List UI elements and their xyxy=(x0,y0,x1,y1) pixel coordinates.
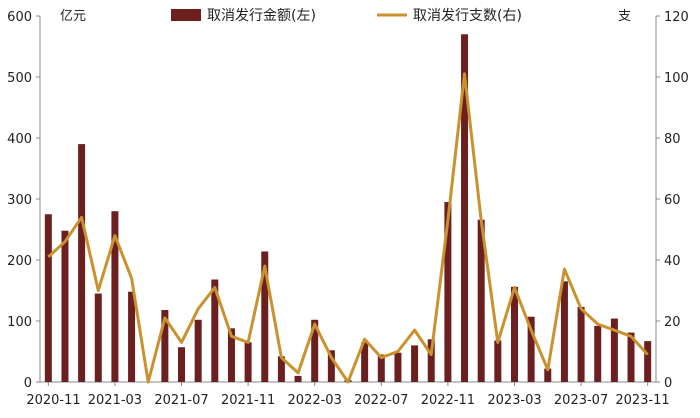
bar xyxy=(161,310,169,382)
x-tick-label: 2023-03 xyxy=(487,393,541,408)
line-path xyxy=(47,72,649,384)
right-tick-label: 100 xyxy=(664,71,689,86)
bar xyxy=(477,219,485,382)
bar xyxy=(627,332,635,382)
legend-label-bar: 取消发行金额(左) xyxy=(207,8,316,24)
bar xyxy=(610,318,618,382)
bar xyxy=(261,251,269,382)
bar xyxy=(494,340,502,382)
left-tick-label: 400 xyxy=(7,132,32,147)
bar xyxy=(311,319,319,382)
bar xyxy=(78,144,86,382)
bar xyxy=(544,368,552,382)
bar xyxy=(211,279,219,382)
x-tick-label: 2020-11 xyxy=(26,393,80,408)
x-tick-label: 2023-07 xyxy=(554,393,608,408)
bar xyxy=(61,230,69,382)
bar xyxy=(277,356,285,382)
line-series xyxy=(47,72,649,384)
right-axis-unit: 支 xyxy=(618,9,631,24)
x-tick-label: 2022-11 xyxy=(421,393,475,408)
bar-series xyxy=(44,34,652,383)
bar xyxy=(327,350,335,382)
bar xyxy=(361,342,369,382)
right-tick-label: 20 xyxy=(664,315,681,330)
bar xyxy=(560,281,568,382)
bar xyxy=(227,328,235,382)
right-tick-label: 0 xyxy=(664,376,672,391)
bar xyxy=(577,306,585,382)
bar xyxy=(294,375,302,382)
bar xyxy=(527,316,535,382)
left-tick-label: 300 xyxy=(7,193,32,208)
x-tick-label: 2022-03 xyxy=(288,393,342,408)
bar xyxy=(510,286,518,382)
bar xyxy=(461,34,469,383)
x-tick-label: 2022-07 xyxy=(354,393,408,408)
right-tick-label: 120 xyxy=(664,10,689,25)
left-axis-unit: 亿元 xyxy=(60,9,86,24)
bar xyxy=(178,347,186,382)
bar xyxy=(444,202,452,382)
legend: 取消发行金额(左) 取消发行支数(右) xyxy=(171,8,522,24)
bar xyxy=(427,339,435,382)
x-tick-label: 2023-11 xyxy=(615,393,669,408)
legend-swatch-bar xyxy=(171,9,201,21)
left-tick-label: 100 xyxy=(7,315,32,330)
left-tick-label: 0 xyxy=(24,376,32,391)
bar xyxy=(194,319,202,382)
right-tick-label: 40 xyxy=(664,254,681,269)
x-tick-label: 2021-03 xyxy=(88,393,142,408)
bar xyxy=(594,325,602,382)
bar xyxy=(394,352,402,382)
bar xyxy=(411,345,419,382)
left-tick-label: 500 xyxy=(7,71,32,86)
right-tick-label: 80 xyxy=(664,132,681,147)
bar xyxy=(377,354,385,382)
axes: 0 100 200 300 400 500 600 0 20 40 60 80 100 120 2020-1… xyxy=(7,10,689,408)
bar xyxy=(644,341,652,382)
left-tick-label: 200 xyxy=(7,254,32,269)
x-tick-label: 2021-07 xyxy=(154,393,208,408)
left-tick-label: 600 xyxy=(7,10,32,25)
legend-label-line: 取消发行支数(右) xyxy=(413,8,522,24)
right-tick-label: 60 xyxy=(664,193,681,208)
bar xyxy=(128,291,136,382)
bar xyxy=(244,342,252,382)
x-tick-label: 2021-11 xyxy=(221,393,275,408)
bar xyxy=(44,214,52,382)
bar xyxy=(94,293,102,382)
bar xyxy=(111,211,119,382)
